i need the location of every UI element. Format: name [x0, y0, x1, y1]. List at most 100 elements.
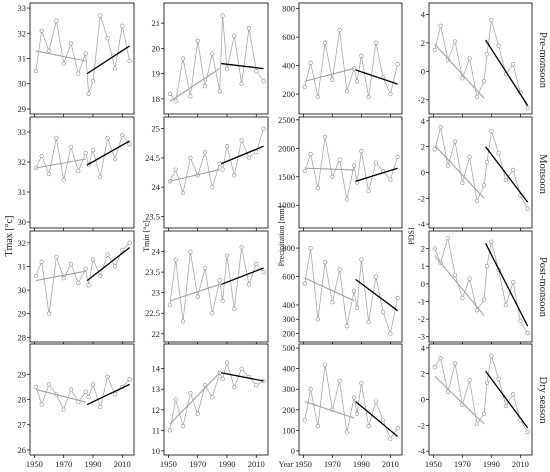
data-point: [180, 190, 186, 196]
panel-tmin-post-monsoon: 22 22.5 23 23.5 24: [145, 230, 269, 345]
data-point: [90, 147, 96, 153]
data-point: [76, 168, 81, 174]
data-point: [195, 411, 200, 417]
data-point: [220, 167, 225, 172]
y-tick-label: 29: [18, 309, 27, 319]
data-point: [474, 198, 480, 204]
data-point: [61, 61, 66, 66]
data-point: [438, 23, 443, 28]
data-point: [432, 147, 437, 152]
data-point: [322, 40, 328, 45]
data-point: [322, 362, 328, 367]
y-tick-label: -2: [418, 314, 425, 324]
data-point: [452, 39, 458, 44]
panel-frame: [29, 230, 135, 343]
panel-frame: [29, 343, 135, 456]
data-point: [395, 154, 400, 159]
trend-line-pre: [169, 68, 220, 102]
trend-line-pre: [35, 158, 86, 169]
x-tick-label: 1970: [454, 459, 471, 469]
data-point: [254, 149, 259, 155]
panel-grid: 293031323318192021200400600800-202430313…: [18, 2, 533, 469]
data-point: [359, 257, 364, 262]
data-point: [127, 377, 132, 382]
data-point: [337, 267, 342, 272]
data-point: [373, 160, 379, 165]
data-point: [460, 295, 465, 301]
trend-line-pre: [304, 401, 355, 419]
row-label-monsoon: Monsoon: [537, 154, 548, 194]
data-point: [39, 259, 44, 264]
data-point: [510, 279, 516, 285]
data-point: [432, 365, 437, 370]
data-point: [220, 13, 225, 18]
data-point: [195, 294, 200, 299]
data-point: [224, 144, 230, 149]
y-tick-label: -4: [418, 446, 426, 456]
data-point: [246, 26, 252, 31]
y-tick-label: 24: [152, 247, 161, 257]
data-point: [452, 272, 458, 278]
data-point: [90, 257, 96, 262]
data-point: [246, 155, 252, 161]
data-point: [496, 150, 501, 156]
y-tick-label: 10: [152, 446, 161, 456]
y-tick-label: 30: [18, 217, 27, 227]
data-point: [33, 68, 39, 74]
y-tick-label: -3: [418, 332, 425, 342]
panel-tmax-dry-season: 26 27 28 29 1950 1970 1990 2010: [18, 343, 135, 469]
data-point: [344, 324, 350, 329]
data-point: [330, 174, 335, 179]
trend-line-pre: [434, 43, 485, 99]
x-tick-label: 1990: [353, 459, 370, 469]
data-point: [83, 51, 88, 56]
data-point: [202, 265, 208, 271]
panel-pdsi-post-monsoon: -3 -2 -1 0 1 2: [418, 230, 533, 345]
data-point: [525, 331, 530, 336]
data-point: [438, 356, 443, 361]
trend-line-post: [484, 243, 529, 327]
data-point: [315, 186, 321, 191]
data-point: [484, 160, 490, 165]
panel-tmin-pre-monsoon: 18 19 20 21: [152, 2, 269, 117]
data-point: [484, 52, 490, 57]
data-point: [344, 430, 350, 435]
data-point: [261, 269, 266, 275]
data-point: [83, 389, 88, 395]
data-point: [366, 94, 371, 100]
trend-line-post: [86, 140, 130, 166]
trend-line-pre: [35, 388, 86, 403]
data-point: [210, 311, 215, 316]
y-tick-label: 800: [282, 4, 295, 14]
data-point: [46, 311, 52, 316]
data-point: [474, 94, 480, 100]
data-point: [46, 171, 52, 177]
trend-line-post: [485, 39, 529, 106]
y-tick-label: 400: [282, 61, 295, 71]
data-point: [61, 177, 66, 183]
x-tick-label: 1970: [189, 459, 206, 469]
trend-line-pre: [304, 167, 355, 171]
data-point: [61, 407, 66, 412]
panel-frame: [163, 343, 269, 456]
y-axis-title-pdsi: PDSI: [407, 227, 416, 245]
data-point: [322, 134, 328, 140]
data-point: [61, 276, 66, 281]
y-tick-label: 31: [18, 187, 27, 197]
data-point: [46, 382, 52, 387]
data-point: [90, 79, 96, 84]
y-tick-label: -2: [418, 95, 425, 105]
data-point: [220, 298, 225, 304]
data-point: [322, 260, 328, 265]
data-point: [484, 264, 490, 269]
data-point: [105, 252, 110, 257]
y-tick-label: 4: [421, 116, 426, 126]
trend-line-pre: [169, 283, 220, 302]
y-tick-label: 0: [421, 279, 425, 289]
trend-line-post: [355, 401, 399, 438]
data-point: [380, 309, 386, 315]
data-point: [68, 387, 74, 392]
row-label-dry-season: Dry season: [537, 377, 548, 425]
panel-precipitation-pre-monsoon: 200 400 600 800: [282, 2, 403, 117]
y-tick-label: 29: [18, 369, 27, 379]
